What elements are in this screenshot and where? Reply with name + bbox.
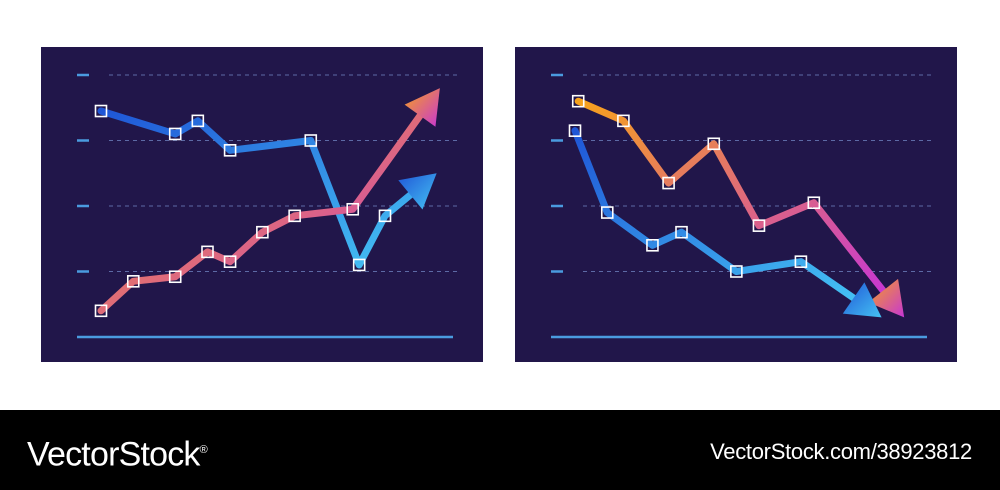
data-point-marker [191, 114, 205, 128]
brand-logo: VectorStock® [27, 430, 208, 474]
blue-series-line [571, 127, 863, 306]
data-point-marker [223, 255, 237, 268]
blue-series-line [97, 107, 420, 269]
data-point-marker [662, 176, 675, 190]
data-point-marker [94, 104, 108, 118]
data-point-marker [201, 245, 214, 259]
orange-series-arrowhead [868, 278, 905, 318]
data-point-marker [223, 144, 237, 157]
chart-rising-svg [77, 73, 461, 339]
chart-panel-falling [515, 47, 957, 362]
orange-series-line [574, 97, 891, 300]
orange-series-line [97, 106, 428, 315]
orange-series-arrowhead [404, 88, 440, 127]
data-point-marker [794, 255, 808, 268]
data-point-marker [646, 239, 659, 252]
data-point-marker [94, 304, 108, 318]
brand-name: VectorStock [27, 435, 200, 474]
image-credit: VectorStock.com/38923812 [710, 439, 972, 464]
watermark-footer: VectorStock® VectorStock.com/38923812 [0, 410, 1000, 490]
brand-mark: ® [199, 444, 208, 456]
data-point-marker [126, 275, 140, 288]
data-point-marker [807, 196, 821, 210]
data-point-marker [675, 225, 688, 239]
data-point-marker [571, 94, 585, 108]
data-point-marker [378, 209, 392, 223]
data-point-marker [730, 265, 743, 278]
chart-panel-rising [41, 47, 483, 362]
chart-falling-svg [551, 73, 935, 339]
data-point-marker [617, 114, 630, 128]
data-point-marker [256, 225, 269, 239]
data-point-marker [752, 219, 766, 232]
data-point-marker [600, 206, 614, 219]
data-point-marker [707, 137, 721, 151]
data-point-marker [168, 127, 182, 141]
blue-series-arrowhead [842, 282, 882, 318]
data-point-marker [168, 270, 182, 284]
blue-series-arrowhead [398, 173, 437, 210]
data-point-marker [568, 124, 582, 137]
data-point-marker [352, 258, 366, 272]
data-point-marker [304, 134, 318, 147]
data-point-marker [346, 202, 360, 216]
data-point-marker [288, 209, 301, 223]
